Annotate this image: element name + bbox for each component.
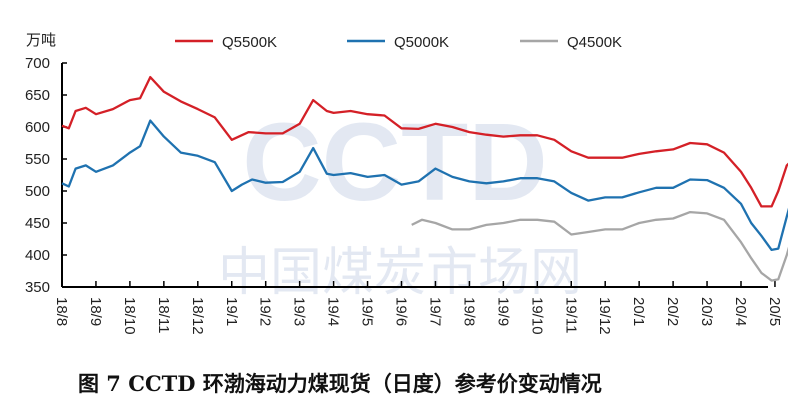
x-tick-label: 19/3 [291, 297, 308, 326]
legend-label: Q4500K [567, 34, 622, 51]
y-tick-label: 600 [25, 119, 50, 136]
y-tick-label: 700 [25, 55, 50, 72]
y-tick-label: 350 [25, 279, 50, 296]
series-line-Q5000K [61, 119, 788, 252]
y-axis: 350 400 450 500 550 600 650 700 [25, 55, 67, 296]
x-axis: 18/8 18/9 18/10 18/11 18/12 19/1 19/2 19/3 19/4 1… [53, 281, 783, 335]
legend-label: Q5500K [222, 34, 277, 51]
x-tick-label: 19/5 [359, 297, 376, 326]
x-tick-label: 20/1 [630, 297, 647, 326]
y-tick-label: 400 [25, 247, 50, 264]
x-tick-label: 19/6 [393, 297, 410, 326]
svg-text:中国煤炭市场网: 中国煤炭市场网 [218, 243, 582, 303]
x-tick-label: 19/8 [460, 297, 477, 326]
x-tick-label: 18/9 [87, 297, 104, 326]
x-tick-label: 19/1 [223, 297, 240, 326]
series-line-Q5500K [61, 75, 788, 208]
figure-caption: 图 7 CCTD 环渤海动力煤现货（日度）参考价变动情况 [78, 371, 602, 396]
watermark: CCTD 中国煤炭市场网 [218, 101, 582, 303]
y-tick-label: 550 [25, 151, 50, 168]
x-tick-label: 20/2 [664, 297, 681, 326]
series-line-Q4500K [411, 210, 788, 282]
legend-label: Q5000K [394, 34, 449, 51]
y-axis-label: 万吨 [26, 32, 56, 49]
x-tick-label: 20/5 [766, 297, 783, 326]
x-tick-label: 18/12 [189, 297, 206, 335]
y-tick-label: 500 [25, 183, 50, 200]
x-tick-label: 18/8 [53, 297, 70, 326]
x-tick-label: 19/4 [325, 297, 342, 326]
x-tick-label: 20/4 [732, 297, 749, 326]
x-tick-label: 19/10 [528, 297, 545, 335]
y-tick-label: 650 [25, 87, 50, 104]
x-tick-label: 19/7 [426, 297, 443, 326]
x-tick-label: 18/11 [155, 297, 172, 333]
svg-text:CCTD: CCTD [242, 101, 548, 224]
y-tick-label: 450 [25, 215, 50, 232]
x-tick-label: 19/2 [257, 297, 274, 326]
x-tick-label: 18/10 [121, 297, 138, 335]
x-tick-label: 19/9 [494, 297, 511, 326]
x-tick-label: 19/11 [562, 297, 579, 333]
series-lines [61, 75, 788, 282]
x-tick-label: 20/3 [698, 297, 715, 326]
x-tick-label: 19/12 [596, 297, 613, 335]
legend: Q5500K Q5000K Q4500K [175, 34, 622, 51]
